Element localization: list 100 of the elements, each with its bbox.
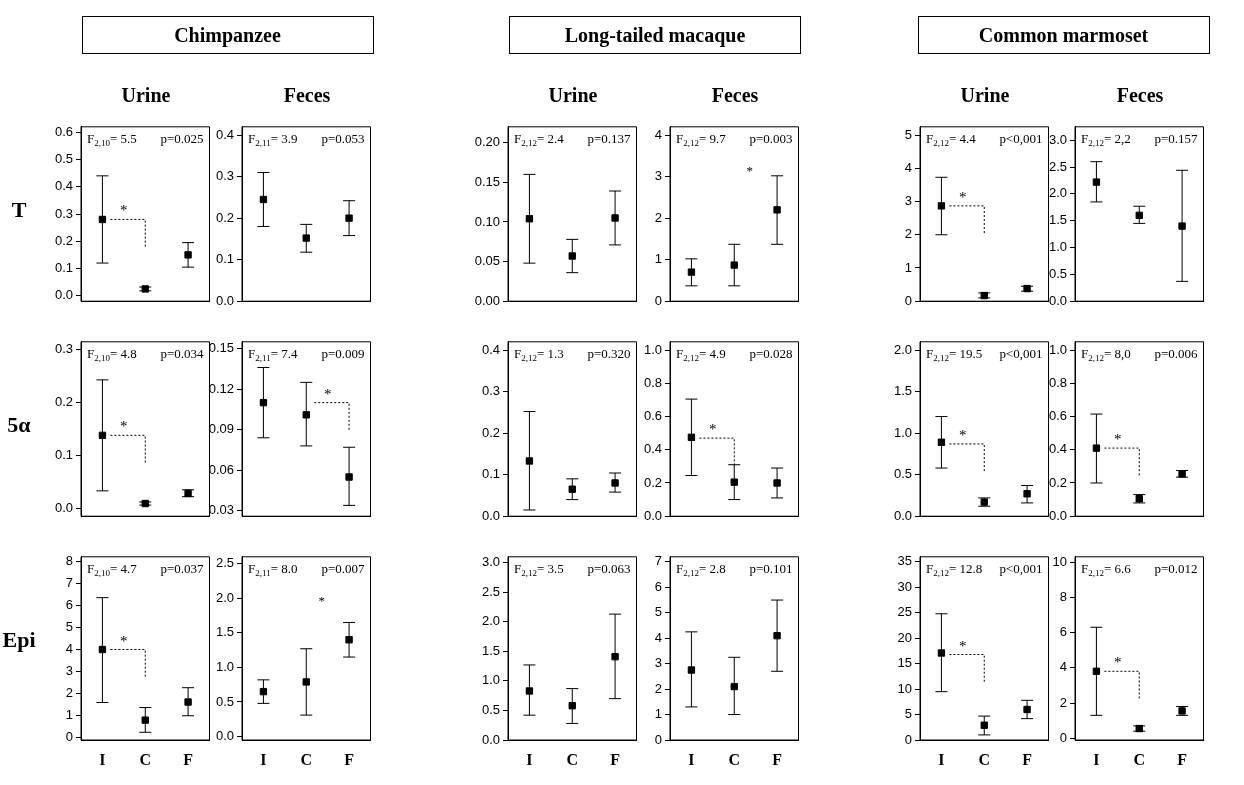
y-tick-label: 0.0 [481,507,500,523]
y-tick-label: 1.5 [1048,212,1067,228]
y-tick-label: 0.15 [474,173,500,189]
y-axis-title: 5α [6,412,32,438]
y-tick-label: 2.0 [893,341,912,357]
y-tick-label: 1.0 [893,424,912,440]
y-tick-label: 25 [897,604,912,620]
y-tick-label: 5 [904,706,912,722]
y-tick-label: 0.1 [215,251,234,267]
y-tick-label: 0.2 [1048,474,1067,490]
y-tick-label: 4 [1059,659,1067,675]
annotation: p=0.007 [321,560,365,576]
point [345,636,353,644]
point [773,632,781,640]
y-tick-label: 35 [897,553,912,569]
y-tick-label: 3.0 [1048,131,1067,147]
y-tick-label: 7 [654,553,662,569]
annotation: * [120,632,128,649]
y-tick-label: 0.0 [481,731,500,747]
y-tick-label: 0 [904,731,912,747]
point [687,433,696,441]
y-tick-label: 0.3 [481,383,500,399]
x-tick-label: F [772,750,783,768]
annotation: * [959,637,967,654]
y-tick-label: 1.0 [215,658,234,674]
chart-title: Common marmoset [917,16,1210,54]
y-tick-label: 1.0 [481,672,500,688]
annotation: p=0.137 [587,130,631,146]
y-tick-label: 6 [65,596,73,612]
annotation: * [1114,654,1122,671]
annotation: p=0.101 [749,560,793,576]
y-tick-label: 1 [65,707,73,723]
y-tick-label: 0.6 [54,123,73,139]
y-tick-label: 0 [654,292,662,308]
y-tick-label: 0.6 [1048,408,1067,424]
annotation: p=0.006 [1154,345,1198,361]
y-tick-label: 0.0 [215,292,234,308]
x-tick-label: C [978,750,991,768]
annotation: p=0.028 [749,345,793,361]
y-tick-label: 0.3 [54,341,73,357]
y-tick-label: 0.05 [474,253,500,269]
y-tick-label: 1 [904,259,912,275]
y-tick-label: 0.2 [481,424,500,440]
y-tick-label: 0.8 [1048,374,1067,390]
chart-subtitle: Feces [282,84,332,107]
point [730,682,738,691]
point [687,666,696,674]
y-tick-label: 1.0 [643,341,662,357]
y-tick-label: 1.5 [215,624,234,640]
y-tick-label: 3 [65,663,73,679]
point [141,716,149,724]
y-tick-label: 1.5 [893,383,912,399]
y-tick-label: 2.5 [215,555,234,571]
y-tick-label: 0.0 [643,507,662,523]
y-tick-label: 2.0 [215,589,234,605]
y-tick-label: 2 [654,209,662,225]
y-tick-label: 1.0 [1048,239,1067,255]
point [568,485,576,493]
y-tick-label: 5 [65,619,73,635]
x-tick-label: C [139,750,152,768]
y-tick-label: 0 [904,292,912,308]
annotation: p=0.063 [587,560,631,576]
point [937,202,946,210]
y-tick-label: 0.5 [481,702,500,718]
y-tick-label: 10 [1052,553,1067,569]
y-tick-label: 3 [904,193,912,209]
y-tick-label: 0.4 [481,341,500,357]
annotation: * [323,385,332,402]
annotation: p=0.034 [160,345,204,361]
y-tick-label: 6 [654,578,662,594]
y-tick-label: 0.2 [215,209,234,225]
point [525,687,534,695]
point [730,478,738,486]
y-tick-label: 0.2 [54,394,73,410]
annotation: * [120,418,128,435]
y-tick-label: 0.0 [1048,507,1067,523]
y-tick-label: 15 [897,655,912,671]
chart-title: Long-tailed macaque [509,16,801,54]
y-tick-label: 0.5 [1048,265,1067,281]
point [1092,444,1101,452]
point [568,702,576,710]
y-tick-label: 2 [654,680,662,696]
annotation: p=0.320 [587,345,631,361]
point [687,268,696,276]
y-tick-label: 0 [654,731,662,747]
x-tick-label: C [300,750,313,768]
y-tick-label: 0 [1059,729,1067,745]
annotation: p=0.037 [160,560,204,576]
y-axis-title: Epi [1,627,37,653]
y-tick-label: 4 [65,641,73,657]
x-tick-label: F [344,750,355,768]
y-tick-label: 0.0 [215,728,234,744]
y-tick-label: 0.20 [474,134,500,150]
y-tick-label: 10 [897,680,912,696]
y-tick-label: 0.0 [54,499,73,515]
y-tick-label: 4 [654,629,662,645]
annotation: p=0.157 [1154,130,1198,146]
x-tick-label: I [99,750,106,768]
point [773,206,781,214]
point [1092,178,1101,186]
